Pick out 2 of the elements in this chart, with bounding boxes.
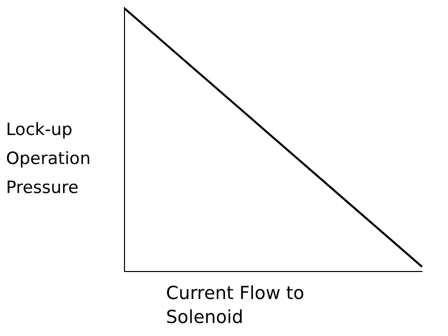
- x-axis-title: Current Flow to Solenoid: [166, 282, 306, 330]
- y-axis-title: Lock-up Operation Pressure: [6, 119, 92, 200]
